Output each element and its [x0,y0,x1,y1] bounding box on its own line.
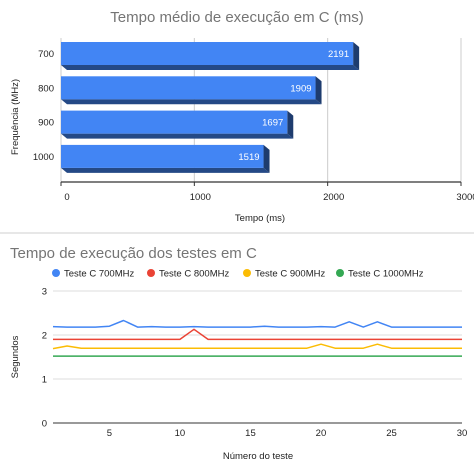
chart2-x-tick-label: 30 [457,428,468,439]
chart2-y-tick-label: 1 [42,375,47,386]
chart2-ticks: 0 1 2 3 5 10 15 20 25 30 [42,287,468,440]
chart1-bar-side-face [353,42,360,70]
chart2-y-axis-label: Segundos [10,335,21,378]
chart1-bar-bottom-face [61,167,270,173]
chart1-category-label: 900 [38,118,54,129]
chart1-bar-value-label: 1697 [262,118,283,129]
chart1-bar [61,42,354,65]
chart1-category-label: 800 [38,83,54,94]
chart2-x-tick-label: 10 [175,428,186,439]
chart2-y-tick-label: 2 [42,331,47,342]
chart2-series-line [52,319,462,328]
chart2-legend-marker [243,269,251,277]
chart1-x-tick-label: 2000 [323,192,344,203]
chart1-bar-bottom-face [61,133,294,139]
chart1-category-label: 700 [38,49,54,60]
chart1-y-axis-label: Frequência (MHz) [10,79,21,155]
chart2-x-axis-label: Número do teste [223,451,293,462]
chart2-series-line [52,343,462,350]
chart1-bar-bottom-face [61,65,360,70]
chart2-legend-label: Teste C 700MHz [64,269,134,280]
chart1-title: Tempo médio de execução em C (ms) [110,9,363,26]
chart1-x-tick-label: 0 [64,192,69,203]
chart1-x-tick-label: 3000 [456,192,474,203]
chart2-legend-marker [147,269,155,277]
chart1-bar-value-label: 1519 [238,152,259,163]
chart2-title: Tempo de execução dos testes em C [10,245,257,262]
chart2-legend-marker [52,269,60,277]
chart2-y-tick-label: 0 [42,419,47,430]
chart1-category-label: 1000 [33,152,54,163]
chart2-legend-label: Teste C 1000MHz [348,269,424,280]
chart1-x-tick-label: 1000 [190,192,211,203]
chart1-x-axis-label: Tempo (ms) [235,213,285,224]
chart2-gridlines [53,290,462,424]
chart1-bars: 2191 1909 1697 1519 [61,42,360,173]
chart2-y-tick-label: 3 [42,287,47,298]
chart2-series-line [53,328,462,341]
chart1-bar [61,144,264,168]
chart2-x-tick-label: 15 [245,428,256,439]
chart2-legend-marker [336,269,344,277]
chart1-bar-side-face [287,110,294,139]
chart1-bar [61,110,288,134]
chart1-ticks: 0 1000 2000 3000 700 800 900 1000 [33,49,474,203]
chart1-bar-value-label: 2191 [328,49,349,60]
chart2-legend: Teste C 700MHz Teste C 800MHz Teste C 900M… [52,269,424,280]
chart1-bar-side-face [263,144,270,173]
chart2-legend-label: Teste C 900MHz [255,269,325,280]
chart2-x-tick-label: 20 [316,428,327,439]
chart1-bar-value-label: 1909 [290,83,311,94]
chart2-legend-label: Teste C 800MHz [159,269,229,280]
chart1-bar-bottom-face [61,99,322,105]
chart2-x-tick-label: 5 [107,428,112,439]
chart2-x-tick-label: 25 [386,428,397,439]
chart1-bar-side-face [315,76,322,105]
chart2-series [52,319,462,357]
chart1-bar [61,76,316,100]
